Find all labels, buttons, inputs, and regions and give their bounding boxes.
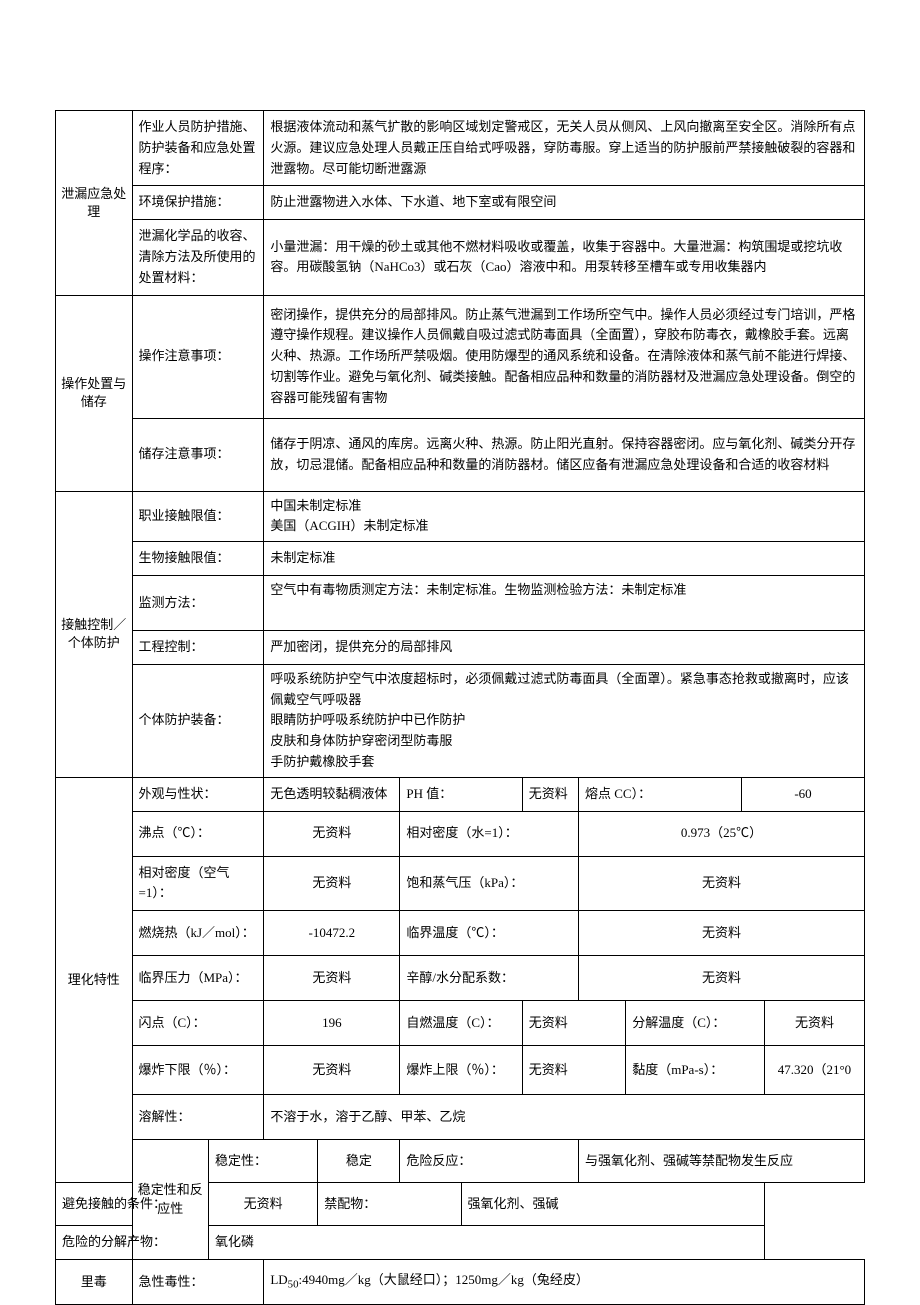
eng-control-label: 工程控制： — [132, 630, 264, 664]
stab-label: 稳定性： — [209, 1140, 318, 1183]
reldens-a-label: 相对密度（空气=1）： — [132, 856, 264, 911]
spill-ppe-value: 根据液体流动和蒸气扩散的影响区域划定警戒区，无关人员从侧风、上风向撤离至安全区。… — [264, 111, 865, 186]
monitor-value: 空气中有毒物质测定方法：未制定标准。生物监测检验方法：未制定标准 — [264, 575, 865, 630]
visc-value: 47.320（21°0 — [764, 1046, 864, 1095]
hazreact-value: 与强氧化剂、强碱等禁配物发生反应 — [579, 1140, 865, 1183]
acute-tox-label: 急性毒性： — [132, 1259, 264, 1304]
stab-value: 稳定 — [318, 1140, 400, 1183]
eng-control-value: 严加密闭，提供充分的局部排风 — [264, 630, 865, 664]
sol-label: 溶解性： — [132, 1095, 264, 1140]
ppe-label: 个体防护装备： — [132, 664, 264, 777]
monitor-label: 监测方法： — [132, 575, 264, 630]
reldens-a-value: 无资料 — [264, 856, 400, 911]
ld-prefix: LD — [270, 1272, 287, 1287]
bio-limit-label: 生物接触限值： — [132, 542, 264, 576]
visc-label: 黏度（mPa-s）： — [626, 1046, 765, 1095]
spill-ppe-label: 作业人员防护措施、防护装备和应急处置程序： — [132, 111, 264, 186]
spill-env-value: 防止泄露物进入水体、下水道、地下室或有限空间 — [264, 186, 865, 220]
uel-label: 爆炸上限（％）： — [400, 1046, 522, 1095]
ppe-value: 呼吸系统防护空气中浓度超标时，必须佩戴过滤式防毒面具（全面罩）。紧急事态抢救或撤… — [264, 664, 865, 777]
handling-op-label: 操作注意事项： — [132, 295, 264, 418]
sds-table: 泄漏应急处理 作业人员防护措施、防护装备和应急处置程序： 根据液体流动和蒸气扩散… — [55, 110, 865, 1305]
occ-limit-value: 中国未制定标准 美国（ACGIH）未制定标准 — [264, 491, 865, 542]
avoid-value: 无资料 — [209, 1183, 318, 1226]
decomp-prod-label: 危险的分解产物： — [56, 1226, 209, 1260]
logp-label: 辛醇/水分配系数： — [400, 956, 579, 1001]
heat-value: -10472.2 — [264, 911, 400, 956]
autoig-label: 自燃温度（C）： — [400, 1001, 522, 1046]
bp-value: 无资料 — [264, 811, 400, 856]
occ-limit-label: 职业接触限值： — [132, 491, 264, 542]
ld-rest: :4940mg／kg（大鼠经口）；1250mg／kg（兔经皮） — [299, 1272, 589, 1287]
incompat-value: 强氧化剂、强碱 — [461, 1183, 764, 1226]
section-tox: 里毒 — [56, 1259, 133, 1304]
lel-value: 无资料 — [264, 1046, 400, 1095]
decomp-temp-value: 无资料 — [764, 1001, 864, 1046]
handling-op-value: 密闭操作，提供充分的局部排风。防止蒸气泄漏到工作场所空气中。操作人员必须经过专门… — [264, 295, 865, 418]
appearance-value: 无色透明较黏稠液体 — [264, 777, 400, 811]
spill-cleanup-value: 小量泄漏：用干燥的砂土或其他不燃材料吸收或覆盖，收集于容器中。大量泄漏：构筑围堤… — [264, 220, 865, 295]
hazreact-label: 危险反应： — [400, 1140, 579, 1183]
handling-storage-value: 储存于阴凉、通风的库房。远离火种、热源。防止阳光直射。保持容器密闭。应与氧化剂、… — [264, 418, 865, 491]
ph-label: PH 值： — [400, 777, 522, 811]
handling-storage-label: 储存注意事项： — [132, 418, 264, 491]
autoig-value: 无资料 — [522, 1001, 625, 1046]
logp-value: 无资料 — [579, 956, 865, 1001]
appearance-label: 外观与性状： — [132, 777, 264, 811]
lel-label: 爆炸下限（％）： — [132, 1046, 264, 1095]
mp-label: 熔点 CC）： — [579, 777, 742, 811]
section-phys: 理化特性 — [56, 777, 133, 1182]
reldens-w-label: 相对密度（水=1）： — [400, 811, 579, 856]
acute-tox-value: LD50:4940mg／kg（大鼠经口）；1250mg／kg（兔经皮） — [264, 1259, 865, 1304]
ph-value: 无资料 — [522, 777, 578, 811]
incompat-label: 禁配物： — [318, 1183, 461, 1226]
crit-press-label: 临界压力（MPa）： — [132, 956, 264, 1001]
uel-value: 无资料 — [522, 1046, 625, 1095]
reldens-w-value: 0.973（25℃） — [579, 811, 865, 856]
decomp-prod-value: 氧化磷 — [209, 1226, 765, 1260]
satvap-label: 饱和蒸气压（kPa）： — [400, 856, 579, 911]
crit-temp-label: 临界温度（℃）： — [400, 911, 579, 956]
satvap-value: 无资料 — [579, 856, 865, 911]
heat-label: 燃烧热（kJ／mol）： — [132, 911, 264, 956]
sol-value: 不溶于水，溶于乙醇、甲苯、乙烷 — [264, 1095, 865, 1140]
bp-label: 沸点（℃）： — [132, 811, 264, 856]
spill-env-label: 环境保护措施： — [132, 186, 264, 220]
crit-press-value: 无资料 — [264, 956, 400, 1001]
flash-value: 196 — [264, 1001, 400, 1046]
crit-temp-value: 无资料 — [579, 911, 865, 956]
bio-limit-value: 未制定标准 — [264, 542, 865, 576]
section-handling: 操作处置与储存 — [56, 295, 133, 491]
section-exposure: 接触控制／个体防护 — [56, 491, 133, 777]
flash-label: 闪点（C）： — [132, 1001, 264, 1046]
decomp-temp-label: 分解温度（C）： — [626, 1001, 765, 1046]
spill-cleanup-label: 泄漏化学品的收容、清除方法及所使用的处置材料： — [132, 220, 264, 295]
ld-sub: 50 — [288, 1279, 299, 1291]
mp-value: -60 — [742, 777, 865, 811]
section-spill: 泄漏应急处理 — [56, 111, 133, 296]
